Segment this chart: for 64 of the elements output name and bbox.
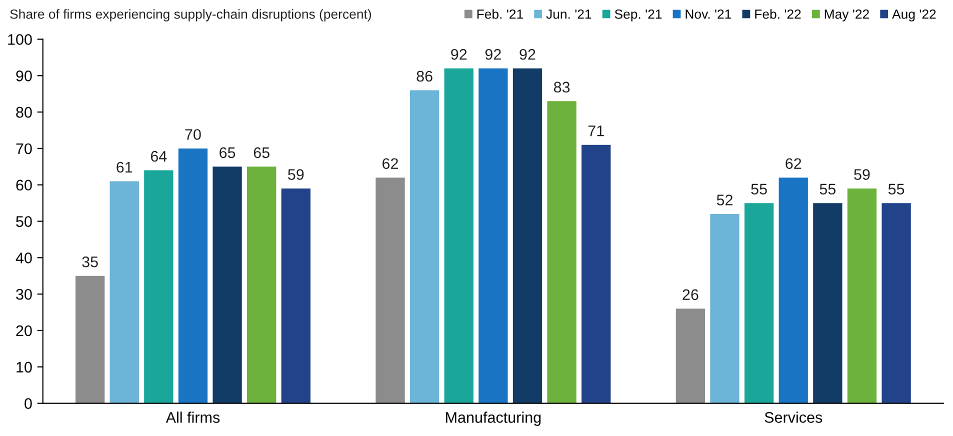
bar — [744, 203, 774, 404]
y-tick-label: 40 — [16, 252, 32, 264]
x-tick-label: Manufacturing — [446, 412, 541, 426]
data-label: 70 — [185, 129, 201, 140]
legend-label: Jun. '21 — [546, 9, 592, 19]
bar — [178, 148, 208, 404]
data-label: 92 — [520, 48, 536, 60]
x-tick-label: Services — [764, 412, 822, 423]
data-label: 55 — [888, 184, 904, 194]
y-tick-label: 70 — [16, 143, 32, 154]
data-label: 61 — [116, 162, 132, 173]
chart-title: Share of firms experiencing supply-chain disruptions (percent) — [10, 9, 371, 22]
y-tick-label: 60 — [16, 180, 32, 191]
bar — [212, 166, 242, 404]
y-tick-label: 20 — [16, 325, 32, 336]
y-tick-label: 50 — [16, 216, 32, 227]
bar — [847, 188, 877, 404]
bar — [281, 188, 310, 404]
data-label: 92 — [451, 48, 467, 60]
legend-label: Feb. '22 — [755, 9, 801, 19]
y-tick-label: 100 — [8, 34, 32, 45]
y-tick-label: 80 — [16, 106, 32, 118]
data-label: 64 — [150, 150, 167, 162]
data-label: 65 — [254, 147, 270, 158]
data-label: 62 — [786, 158, 802, 170]
data-label: 92 — [485, 48, 501, 60]
bar — [813, 203, 842, 404]
bar — [547, 101, 576, 404]
legend-label: Feb. '21 — [477, 9, 523, 19]
y-tick-label: 0 — [24, 398, 32, 409]
data-label: 65 — [220, 147, 236, 158]
data-label: 59 — [854, 169, 870, 180]
legend-label: May '22 — [824, 9, 869, 22]
bar — [410, 90, 440, 404]
data-label: 59 — [288, 169, 304, 180]
data-label: 55 — [751, 184, 767, 194]
x-tick-label: All firms — [166, 412, 220, 423]
data-label: 71 — [588, 126, 604, 136]
legend-label: Sep. '21 — [614, 9, 662, 22]
bar — [778, 178, 808, 404]
y-tick-label: 30 — [16, 288, 32, 300]
bar — [882, 203, 911, 404]
bar — [75, 276, 105, 404]
legend-label: Nov. '21 — [686, 9, 732, 19]
y-tick-label: 10 — [16, 362, 32, 373]
bar — [110, 181, 139, 404]
bar — [478, 68, 508, 404]
data-label: 26 — [682, 289, 698, 300]
bar — [247, 166, 276, 404]
legend-label: Aug '22 — [892, 9, 936, 22]
y-tick-label: 90 — [16, 70, 32, 82]
data-label: 55 — [820, 184, 836, 194]
data-label: 83 — [554, 82, 570, 93]
bar — [444, 68, 474, 404]
bar — [512, 68, 542, 404]
bar — [710, 214, 740, 404]
bar — [676, 308, 706, 404]
data-label: 62 — [382, 158, 398, 170]
data-label: 86 — [416, 70, 432, 82]
bar — [376, 178, 405, 404]
bar — [144, 170, 174, 404]
data-label: 35 — [82, 256, 98, 268]
data-label: 52 — [716, 194, 732, 206]
bar — [582, 144, 611, 404]
